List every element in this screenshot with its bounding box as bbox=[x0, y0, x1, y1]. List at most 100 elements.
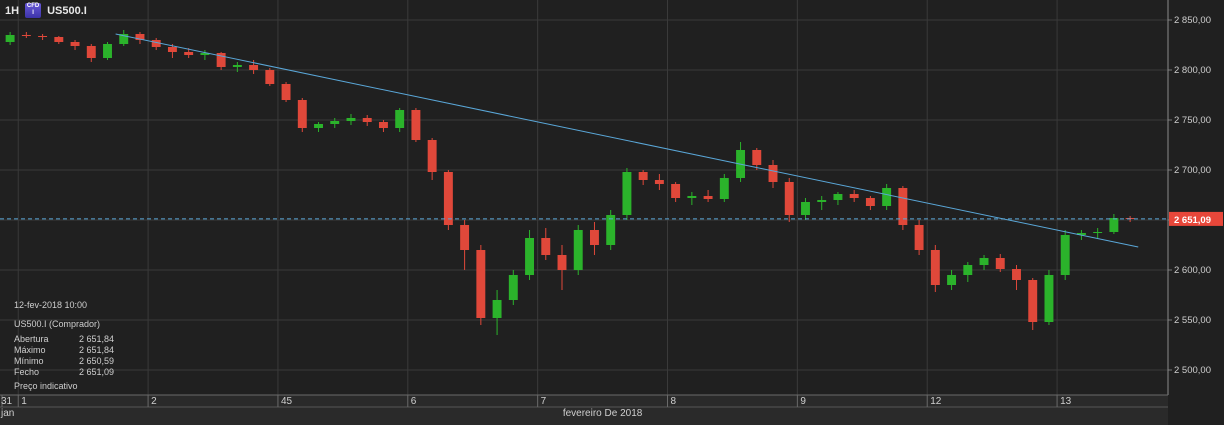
chart-header: 1H CFD I US500.I bbox=[5, 3, 87, 18]
candle-body bbox=[1076, 233, 1086, 235]
candle-body bbox=[898, 188, 908, 225]
current-price-label: 2 651,09 bbox=[1174, 215, 1211, 226]
candle-body bbox=[249, 65, 259, 70]
candle-body bbox=[947, 275, 957, 285]
candle-body bbox=[184, 52, 194, 55]
current-price-tag bbox=[1169, 211, 1223, 226]
candle-body bbox=[930, 250, 940, 285]
candle-body bbox=[70, 42, 80, 46]
info-title: US500.I (Comprador) bbox=[14, 319, 101, 329]
candle-body bbox=[719, 178, 729, 199]
candle-body bbox=[395, 110, 405, 128]
candle-body bbox=[849, 194, 859, 198]
candle-body bbox=[1028, 280, 1038, 322]
y-tick-label: 2 600,00 bbox=[1174, 265, 1211, 276]
y-tick-label: 2 800,00 bbox=[1174, 65, 1211, 76]
candle-body bbox=[508, 275, 518, 300]
candle-body bbox=[38, 36, 48, 37]
x-tick-label: 8 bbox=[671, 396, 677, 407]
x-tick-label: 7 bbox=[541, 396, 547, 407]
info-date: 12-fev-2018 10:00 bbox=[14, 300, 88, 310]
x-tick-label: 1 bbox=[21, 396, 27, 407]
x-sublabel-month: jan bbox=[0, 408, 14, 419]
candle-body bbox=[979, 258, 989, 265]
candle-body bbox=[833, 194, 843, 200]
y-tick-label: 2 850,00 bbox=[1174, 15, 1211, 26]
plot-area bbox=[0, 0, 1168, 395]
candle-body bbox=[216, 53, 226, 67]
candle-body bbox=[1044, 275, 1054, 322]
candle-body bbox=[314, 124, 323, 128]
candle-body bbox=[687, 196, 697, 198]
x-tick-label: 12 bbox=[930, 396, 942, 407]
x-tick-label: 9 bbox=[800, 396, 806, 407]
candle-body bbox=[265, 70, 275, 84]
candle-body bbox=[21, 35, 31, 36]
timeframe-label[interactable]: 1H bbox=[5, 4, 20, 17]
candle-body bbox=[606, 215, 616, 245]
candle-body bbox=[573, 230, 583, 270]
candle-body bbox=[963, 265, 973, 275]
info-row-high: Máximo 2 651,84 bbox=[14, 345, 114, 355]
x-tick-label: 6 bbox=[411, 396, 417, 407]
candle-body bbox=[362, 118, 372, 122]
candle-body bbox=[5, 35, 15, 42]
candle-body bbox=[882, 188, 892, 206]
candle-body bbox=[768, 165, 778, 182]
y-tick-label: 2 750,00 bbox=[1174, 115, 1211, 126]
candle-body bbox=[346, 118, 356, 121]
candle-body bbox=[1093, 232, 1103, 233]
candle-body bbox=[232, 65, 242, 67]
candle-body bbox=[638, 172, 648, 180]
candle-body bbox=[703, 196, 713, 199]
y-tick-label: 2 550,00 bbox=[1174, 315, 1211, 326]
candle-body bbox=[200, 53, 210, 55]
x-axis-title: fevereiro De 2018 bbox=[563, 408, 643, 419]
candle-body bbox=[622, 172, 632, 215]
candle-body bbox=[671, 184, 681, 198]
symbol-label[interactable]: US500.I bbox=[47, 4, 87, 17]
candle-body bbox=[541, 238, 551, 255]
info-row-low: Mínimo 2 650,59 bbox=[14, 356, 114, 366]
candle-body bbox=[281, 84, 291, 100]
candle-body bbox=[167, 47, 177, 52]
candle-body bbox=[103, 44, 112, 58]
candle-body bbox=[557, 255, 567, 270]
candle-body bbox=[914, 225, 924, 250]
candle-body bbox=[86, 46, 96, 58]
candle-body bbox=[1109, 218, 1119, 232]
candle-body bbox=[865, 198, 875, 206]
candle-body bbox=[330, 121, 340, 124]
x-axis-band bbox=[0, 395, 1168, 425]
candle-body bbox=[590, 230, 599, 245]
x-tick-label: 31 bbox=[1, 396, 13, 407]
info-footer: Preço indicativo bbox=[14, 381, 78, 391]
candle-body bbox=[752, 150, 762, 165]
candle-body bbox=[54, 37, 64, 42]
candle-body bbox=[411, 110, 421, 140]
info-row-open: Abertura 2 651,84 bbox=[14, 334, 114, 344]
y-tick-label: 2 500,00 bbox=[1174, 365, 1211, 376]
y-tick-label: 2 700,00 bbox=[1174, 165, 1211, 176]
candle-body bbox=[297, 100, 307, 128]
candle-body bbox=[135, 34, 145, 40]
candle-body bbox=[784, 182, 794, 215]
candle-body bbox=[119, 34, 129, 44]
candle-body bbox=[492, 300, 502, 318]
candle-body bbox=[378, 122, 388, 128]
trendline bbox=[115, 33, 1139, 248]
candle-body bbox=[460, 225, 470, 250]
cfd-badge-icon: CFD I bbox=[25, 3, 42, 18]
candle-body bbox=[654, 180, 664, 184]
candle-body bbox=[801, 202, 810, 215]
candle-body bbox=[525, 238, 534, 275]
candle-body bbox=[1060, 235, 1070, 275]
candle-body bbox=[817, 200, 827, 202]
candle-body bbox=[476, 250, 486, 318]
info-row-close: Fecho 2 651,09 bbox=[14, 367, 114, 377]
x-tick-label: 13 bbox=[1060, 396, 1072, 407]
candle-body bbox=[151, 40, 161, 47]
candle-body bbox=[995, 258, 1005, 269]
